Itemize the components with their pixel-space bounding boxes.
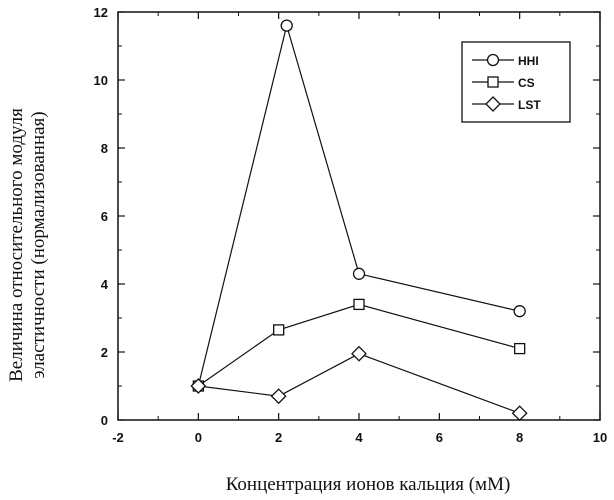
data-point-lst (352, 347, 366, 361)
x-tick-label: 8 (516, 430, 523, 445)
y-tick-label: 12 (94, 5, 108, 20)
legend: HHI CS LST (462, 42, 570, 122)
y-tick-label: 0 (101, 413, 108, 428)
x-axis-title: Концентрация ионов кальция (мМ) (226, 474, 511, 495)
y-axis-title: Величина относительного модуля эластично… (6, 108, 49, 382)
legend-marker-hhi (488, 55, 499, 66)
series-line-lst (198, 354, 519, 414)
series-line-cs (198, 304, 519, 386)
data-point-lst (513, 406, 527, 420)
data-point-cs (515, 344, 525, 354)
legend-marker-cs (488, 77, 498, 87)
data-point-hhi (354, 268, 365, 279)
y-axis-title-line-2: эластичности (нормализованная) (28, 111, 49, 378)
x-tick-label: 10 (593, 430, 607, 445)
x-tick-label: 0 (195, 430, 202, 445)
data-point-hhi (281, 20, 292, 31)
legend-label-cs: CS (518, 76, 535, 90)
data-point-hhi (514, 306, 525, 317)
data-point-cs (354, 299, 364, 309)
y-tick-label: 8 (101, 141, 108, 156)
x-tick-label: 6 (436, 430, 443, 445)
y-tick-label: 10 (94, 73, 108, 88)
legend-label-hhi: HHI (518, 54, 539, 68)
y-tick-label: 4 (101, 277, 109, 292)
y-axis-title-line-1: Величина относительного модуля (6, 108, 27, 382)
data-point-lst (272, 389, 286, 403)
data-point-cs (274, 325, 284, 335)
legend-label-lst: LST (518, 98, 541, 112)
x-tick-label: 2 (275, 430, 282, 445)
x-tick-label: -2 (112, 430, 124, 445)
y-tick-label: 2 (101, 345, 108, 360)
y-tick-label: 6 (101, 209, 108, 224)
x-tick-label: 4 (355, 430, 363, 445)
